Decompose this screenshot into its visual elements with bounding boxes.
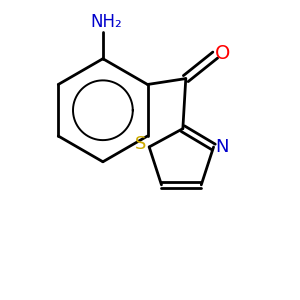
Text: S: S	[135, 135, 146, 153]
Text: NH₂: NH₂	[90, 13, 122, 31]
Text: N: N	[216, 138, 229, 156]
Text: O: O	[215, 44, 230, 63]
